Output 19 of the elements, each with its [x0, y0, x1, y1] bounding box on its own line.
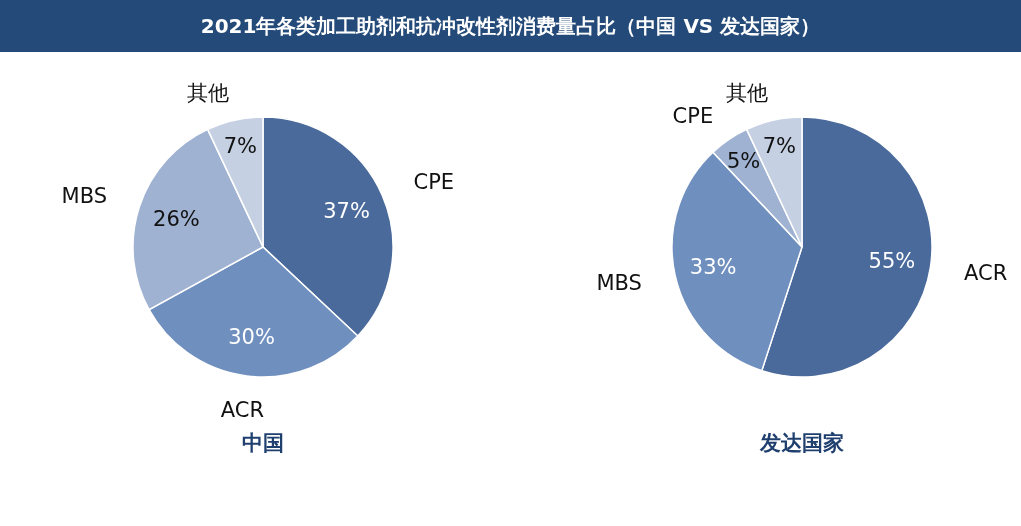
- data-label: 33%: [689, 254, 737, 279]
- text: 发达国家: [759, 431, 844, 455]
- slice-label: 其他: [186, 80, 229, 105]
- slice-label: CPE: [672, 104, 714, 129]
- data-label: 55%: [868, 249, 916, 274]
- slice-label: MBS: [61, 184, 108, 209]
- text: 2021年各类加工助剂和抗冲改性剂消费量占比（中国 VS 发达国家）: [200, 14, 821, 38]
- slice-label: MBS: [596, 270, 642, 295]
- data-label: 37%: [323, 198, 370, 223]
- data-label: 30%: [228, 325, 275, 350]
- data-label: 7%: [223, 133, 257, 158]
- text: 中国: [242, 431, 284, 455]
- slice-label: 其他: [725, 80, 768, 105]
- data-label: 5%: [726, 148, 761, 173]
- data-label: 26%: [153, 206, 200, 231]
- slice-label: ACR: [220, 397, 265, 422]
- data-label: 7%: [762, 133, 796, 158]
- slice-label: ACR: [963, 260, 1008, 285]
- slice-label: CPE: [413, 169, 455, 194]
